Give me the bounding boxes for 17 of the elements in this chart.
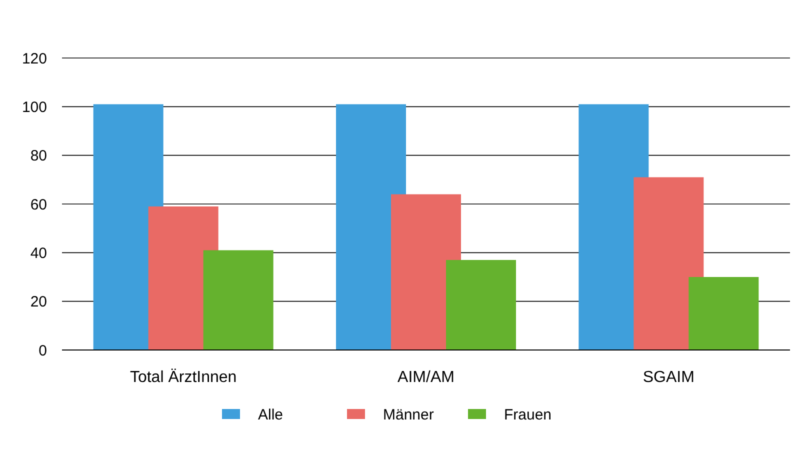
y-tick-label: 100 (22, 98, 47, 116)
y-tick-label: 40 (30, 244, 47, 262)
legend-label: Männer (383, 406, 434, 424)
bar (634, 177, 704, 350)
bar (446, 260, 516, 350)
y-tick-label: 80 (30, 148, 47, 165)
legend-label: Frauen (504, 406, 552, 424)
x-tick-label: AIM/AM (398, 369, 454, 386)
y-tick-label: 20 (30, 294, 47, 311)
y-tick-label: 120 (22, 50, 47, 68)
x-tick-label: Total ÄrztInnen (130, 368, 237, 386)
bar (688, 277, 759, 350)
y-tick-label: 60 (30, 196, 47, 214)
bar (203, 250, 274, 350)
x-tick-label: SGAIM (642, 369, 694, 386)
y-tick-label: 0 (38, 342, 47, 360)
legend-label: Alle (258, 406, 284, 424)
